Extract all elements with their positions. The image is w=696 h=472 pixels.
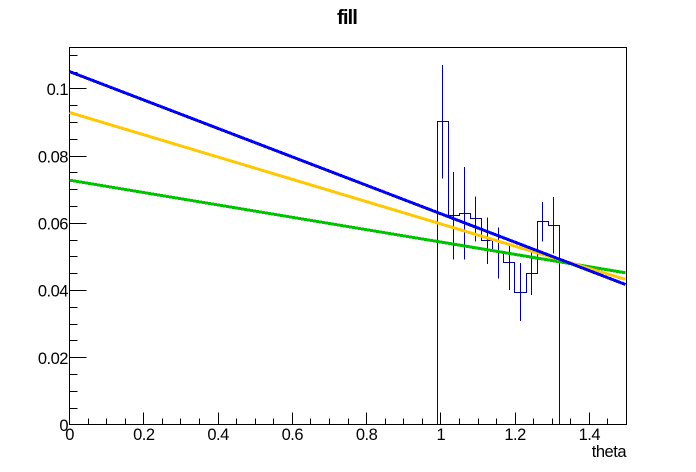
- svg-text:0.8: 0.8: [356, 426, 378, 444]
- svg-text:0.02: 0.02: [38, 350, 68, 368]
- svg-text:fill: fill: [337, 6, 357, 29]
- svg-text:0.04: 0.04: [38, 283, 68, 301]
- svg-text:0.4: 0.4: [207, 426, 229, 444]
- svg-text:0.06: 0.06: [38, 216, 68, 234]
- svg-text:0.08: 0.08: [38, 148, 68, 166]
- svg-text:0: 0: [59, 417, 68, 435]
- svg-text:1: 1: [436, 426, 445, 444]
- svg-text:0.6: 0.6: [282, 426, 304, 444]
- svg-text:theta: theta: [592, 443, 628, 461]
- svg-text:0.1: 0.1: [47, 81, 69, 99]
- svg-text:0: 0: [65, 426, 74, 444]
- svg-text:1.2: 1.2: [504, 426, 526, 444]
- svg-text:1.4: 1.4: [579, 426, 601, 444]
- svg-text:0.2: 0.2: [133, 426, 155, 444]
